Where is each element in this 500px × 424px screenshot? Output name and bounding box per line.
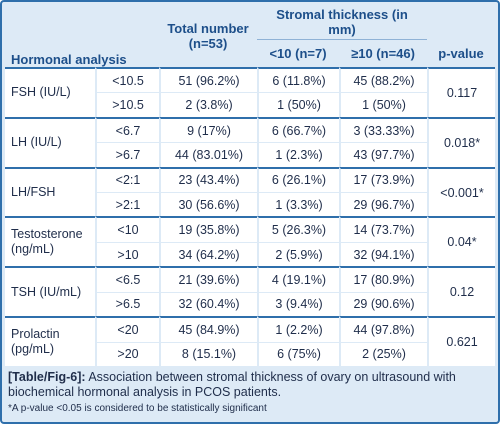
stromal-lt10-value: 5 (26.3%) [257, 216, 340, 242]
p-value: 0.04* [427, 216, 496, 267]
hormone-name: LH/FSH [5, 166, 95, 217]
hormonal-analysis-table: Hormonal analysis Total number (n=53) St… [5, 5, 496, 366]
table-row: >20 8 (15.1%) 6 (75%) 2 (25%) [5, 341, 495, 366]
table-row: Testosterone (ng/mL) <10 19 (35.8%) 5 (26.3… [5, 216, 496, 267]
total-number-value: 19 (35.8%) [159, 216, 258, 242]
caption-footnote: *A p-value <0.05 is considered to be sta… [8, 403, 267, 414]
total-number-value: 30 (56.6%) [159, 192, 258, 217]
cutoff-value: >6.5 [95, 291, 160, 317]
p-value: 0.018* [427, 116, 496, 167]
hormone-name: Testosterone (ng/mL) [5, 216, 95, 267]
table-row: >10 34 (64.2%) 2 (5.9%) 32 (94.1%) [5, 241, 495, 267]
total-number-value: 34 (64.2%) [159, 241, 258, 267]
stromal-ge10-value: 44 (97.8%) [339, 316, 428, 342]
stromal-lt10-value: 2 (5.9%) [257, 241, 340, 267]
table-row: LH (IU/L) <6.7 9 (17%) 6 (66.7%) 3 (33.33%) 0… [5, 116, 496, 167]
stromal-ge10-value: 32 (94.1%) [339, 241, 428, 267]
cutoff-value: <2:1 [95, 166, 160, 193]
caption-text: Association between stromal thickness of… [8, 370, 456, 399]
table-row: >2:1 30 (56.6%) 1 (3.3%) 29 (96.7%) [5, 192, 495, 217]
total-number-value: 9 (17%) [159, 116, 258, 143]
col-header-lt10: <10 (n=7) [257, 39, 340, 67]
table-caption: [Table/Fig-6]: Association between strom… [8, 370, 494, 415]
stromal-lt10-value: 4 (19.1%) [257, 266, 340, 292]
hormone-name: LH (IU/L) [5, 116, 95, 167]
table-row: >6.7 44 (83.01%) 1 (2.3%) 43 (97.7%) [5, 142, 495, 167]
total-number-value: 8 (15.1%) [159, 341, 258, 366]
stromal-ge10-value: 3 (33.33%) [339, 116, 428, 143]
col-header-ge10: ≥10 (n=46) [339, 39, 428, 67]
total-number-value: 2 (3.8%) [159, 92, 258, 117]
cutoff-value: >2:1 [95, 192, 160, 217]
table-body: FSH (IU/L) <10.5 51 (96.2%) 6 (11.8%) 45 (88… [5, 67, 496, 366]
cutoff-value: >20 [95, 341, 160, 366]
hormone-name: FSH (IU/L) [5, 67, 95, 117]
caption-label: [Table/Fig-6]: [8, 370, 86, 384]
stromal-ge10-value: 2 (25%) [339, 341, 428, 366]
table-row: >6.5 32 (60.4%) 3 (9.4%) 29 (90.6%) [5, 291, 495, 317]
stromal-ge10-value: 43 (97.7%) [339, 142, 428, 167]
total-number-value: 45 (84.9%) [159, 316, 258, 342]
total-number-value: 32 (60.4%) [159, 291, 258, 317]
table-row: Prolactin (pg/mL) <20 45 (84.9%) 1 (2.2%) 44… [5, 316, 496, 366]
stromal-lt10-value: 6 (66.7%) [257, 116, 340, 143]
table-row: >10.5 2 (3.8%) 1 (50%) 1 (50%) [5, 92, 495, 117]
col-header-p-value: p-value [427, 5, 496, 67]
cutoff-value: >10.5 [95, 92, 160, 117]
total-number-label: Total number [167, 21, 249, 36]
stromal-lt10-value: 6 (11.8%) [257, 67, 340, 93]
p-value: 0.12 [427, 266, 496, 317]
p-value: 0.621 [427, 316, 496, 366]
hormone-name: Prolactin (pg/mL) [5, 316, 95, 366]
stromal-ge10-value: 17 (80.9%) [339, 266, 428, 292]
table-row: FSH (IU/L) <10.5 51 (96.2%) 6 (11.8%) 45 (88… [5, 67, 496, 117]
stromal-lt10-value: 1 (2.3%) [257, 142, 340, 167]
cutoff-value: <20 [95, 316, 160, 342]
table-row: TSH (IU/mL) <6.5 21 (39.6%) 4 (19.1%) 17 (80… [5, 266, 496, 317]
stromal-ge10-value: 45 (88.2%) [339, 67, 428, 93]
total-number-value: 23 (43.4%) [159, 166, 258, 193]
total-number-value: 44 (83.01%) [159, 142, 258, 167]
total-n-label: (n=53) [188, 36, 228, 51]
total-number-value: 21 (39.6%) [159, 266, 258, 292]
stromal-ge10-value: 17 (73.9%) [339, 166, 428, 193]
stromal-lt10-value: 6 (26.1%) [257, 166, 340, 193]
stromal-ge10-value: 29 (96.7%) [339, 192, 428, 217]
table-row: LH/FSH <2:1 23 (43.4%) 6 (26.1%) 17 (73.9%) <… [5, 166, 496, 217]
cutoff-value: >10 [95, 241, 160, 267]
cutoff-value: <10 [95, 216, 160, 242]
p-value: <0.001* [427, 166, 496, 217]
cutoff-value: <6.7 [95, 116, 160, 143]
stromal-lt10-value: 6 (75%) [257, 341, 340, 366]
stromal-lt10-value: 1 (3.3%) [257, 192, 340, 217]
p-value: 0.117 [427, 67, 496, 117]
stromal-ge10-value: 29 (90.6%) [339, 291, 428, 317]
total-number-value: 51 (96.2%) [159, 67, 258, 93]
stromal-lt10-value: 3 (9.4%) [257, 291, 340, 317]
hormone-name: TSH (IU/mL) [5, 266, 95, 317]
col-header-stromal-thickness: Stromal thickness (in mm) [257, 5, 428, 39]
cutoff-value: <10.5 [95, 67, 160, 93]
stromal-lt10-value: 1 (50%) [257, 92, 340, 117]
stromal-ge10-value: 14 (73.7%) [339, 216, 428, 242]
cutoff-value: >6.7 [95, 142, 160, 167]
stromal-ge10-value: 1 (50%) [339, 92, 428, 117]
col-header-hormonal-analysis: Hormonal analysis [5, 5, 160, 67]
col-header-total-number: Total number (n=53) [159, 5, 258, 67]
cutoff-value: <6.5 [95, 266, 160, 292]
stromal-lt10-value: 1 (2.2%) [257, 316, 340, 342]
